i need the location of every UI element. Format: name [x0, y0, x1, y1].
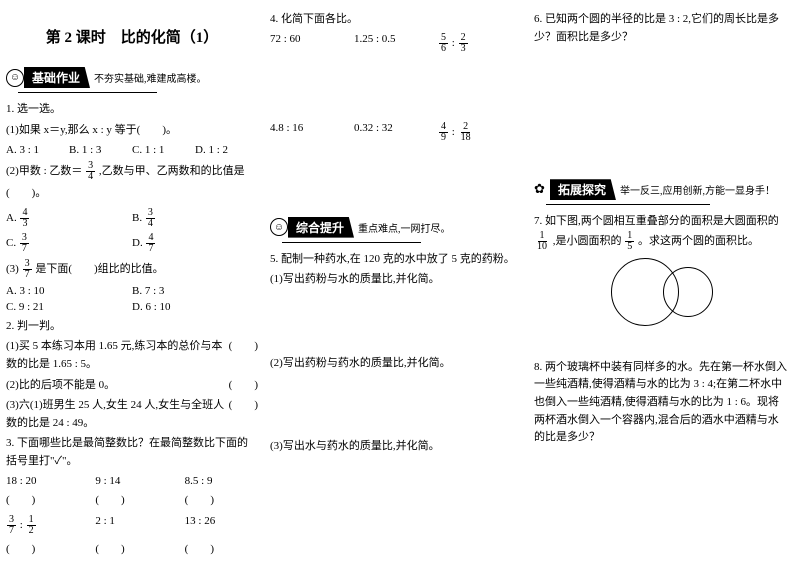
q3-row2-paren — [6, 540, 258, 556]
fraction: 15 — [625, 231, 634, 252]
q5-2: (2)写出药粉与药水的质量比,并化简。 — [270, 355, 522, 373]
q1-2: (2)甲数 : 乙数＝ 34 ,乙数与甲、乙两数和的比值是 — [6, 161, 258, 182]
column-right: 6. 已知两个圆的半径的比是 3 : 2,它们的周长比是多少？面积比是多少？ 拓… — [528, 0, 793, 567]
face-icon: ☺ — [6, 69, 24, 87]
q1-1-opts: A. 3 : 1 B. 1 : 3 C. 1 : 1 D. 1 : 2 — [6, 142, 258, 158]
q3-row2: 37 : 12 2 : 1 13 : 26 — [6, 515, 258, 536]
q1-2-paren: ( )。 — [6, 185, 258, 203]
expr: 1.25 : 0.5 — [354, 33, 438, 54]
q4-head: 4. 化简下面各比。 — [270, 11, 522, 29]
q2-2: (2)比的后项不能是 0。 — [6, 377, 258, 395]
opt: B. 7 : 3 — [132, 285, 258, 297]
opt: A. 3 : 10 — [6, 285, 132, 297]
paren — [95, 491, 168, 507]
q1-3-opts: A. 3 : 10 B. 7 : 3 C. 9 : 21 D. 6 : 10 — [6, 283, 258, 315]
paren — [6, 540, 79, 556]
opt: C. 1 : 1 — [132, 144, 195, 156]
q1-1: (1)如果 x＝y,那么 x : y 等于( )。 — [6, 122, 258, 140]
q3-row1: 18 : 20 9 : 14 8.5 : 9 — [6, 475, 258, 487]
workspace — [270, 167, 522, 207]
q2-3: (3)六(1)班男生 25 人,女生 24 人,女生与全班人数的比是 24 : … — [6, 397, 258, 432]
fraction: 34 — [86, 161, 95, 182]
column-left: 第 2 课时 比的化简（1） ☺ 基础作业 不夯实基础,难建成高楼。 1. 选一… — [0, 0, 264, 567]
section-ext-banner: 拓展探究 — [550, 179, 616, 200]
section-basic-head: ☺ 基础作业 不夯实基础,难建成高楼。 — [6, 67, 258, 88]
section-comp-banner: 综合提升 — [288, 217, 354, 238]
paren — [185, 540, 258, 556]
workspace — [270, 78, 522, 118]
opt: C. 9 : 21 — [6, 301, 132, 313]
opt: B. 34 — [132, 208, 258, 229]
q3-head: 3. 下面哪些比是最简整数比？在最简整数比下面的括号里打"✓"。 — [6, 435, 258, 470]
q5-3: (3)写出水与药水的质量比,并化简。 — [270, 438, 522, 456]
q8: 8. 两个玻璃杯中装有同样多的水。先在第一杯水倒入一些纯酒精,使得酒精与水的比为… — [534, 359, 787, 447]
section-basic-sub: 不夯实基础,难建成高楼。 — [94, 70, 207, 85]
opt: D. 1 : 2 — [195, 144, 258, 156]
text: ,乙数与甲、乙两数和的比值是 — [99, 165, 245, 177]
opt: A. 43 — [6, 208, 132, 229]
divider — [546, 204, 710, 205]
page-title: 第 2 课时 比的化简（1） — [6, 26, 258, 47]
opt: D. 47 — [132, 233, 258, 254]
paren — [229, 397, 258, 432]
flower-icon — [534, 183, 548, 197]
q7: 7. 如下图,两个圆相互重叠部分的面积是大圆面积的 110 ,是小圆面积的 15… — [534, 213, 787, 252]
paren — [229, 338, 258, 373]
text: (2)甲数 : 乙数＝ — [6, 165, 82, 177]
expr: 49 : 218 — [438, 122, 522, 143]
section-basic-banner: 基础作业 — [24, 67, 90, 88]
q1-head: 1. 选一选。 — [6, 101, 258, 119]
opt: A. 3 : 1 — [6, 144, 69, 156]
expr: 0.32 : 32 — [354, 122, 438, 143]
expr: 72 : 60 — [270, 33, 354, 54]
q2-1: (1)买 5 本练习本用 1.65 元,练习本的总价与本数的比是 1.65 : … — [6, 338, 258, 373]
q2-head: 2. 判一判。 — [6, 318, 258, 336]
q5-head: 5. 配制一种药水,在 120 克的水中放了 5 克的药粉。 — [270, 251, 522, 269]
section-ext-head: 拓展探究 举一反三,应用创新,方能一显身手！ — [534, 179, 787, 200]
column-middle: 4. 化简下面各比。 72 : 60 1.25 : 0.5 56 : 23 4.… — [264, 0, 528, 567]
fraction: 37 — [23, 259, 32, 280]
q3-row1-paren — [6, 491, 258, 507]
face-icon: ☺ — [270, 218, 288, 236]
opt: B. 1 : 3 — [69, 144, 132, 156]
small-circle-icon — [663, 267, 713, 317]
ratio: 2 : 1 — [95, 515, 168, 536]
workspace — [270, 375, 522, 435]
paren — [185, 491, 258, 507]
section-comp-sub: 重点难点,一网打尽。 — [358, 220, 451, 235]
q4-r2: 4.8 : 16 0.32 : 32 49 : 218 — [270, 122, 522, 143]
workspace — [270, 292, 522, 352]
ratio: 37 : 12 — [6, 515, 79, 536]
ratio: 9 : 14 — [95, 475, 168, 487]
q5-1: (1)写出药粉与水的质量比,并化简。 — [270, 271, 522, 289]
q6: 6. 已知两个圆的半径的比是 3 : 2,它们的周长比是多少？面积比是多少？ — [534, 11, 787, 46]
q4-r1: 72 : 60 1.25 : 0.5 56 : 23 — [270, 33, 522, 54]
paren — [6, 491, 79, 507]
ratio: 18 : 20 — [6, 475, 79, 487]
fraction: 110 — [535, 231, 549, 252]
section-ext-sub: 举一反三,应用创新,方能一显身手！ — [620, 182, 775, 197]
paren — [229, 377, 258, 395]
opt: D. 6 : 10 — [132, 301, 258, 313]
ratio: 13 : 26 — [185, 515, 258, 536]
ratio: 8.5 : 9 — [185, 475, 258, 487]
workspace — [534, 336, 787, 356]
q1-3: (3) 37 是下面( )组比的比值。 — [6, 259, 258, 280]
opt: C. 37 — [6, 233, 132, 254]
divider — [282, 242, 421, 243]
workspace — [534, 49, 787, 169]
paren — [95, 540, 168, 556]
expr: 56 : 23 — [438, 33, 522, 54]
divider — [18, 92, 157, 93]
section-comp-head: ☺ 综合提升 重点难点,一网打尽。 — [270, 217, 522, 238]
venn-diagram — [601, 258, 721, 328]
q1-2-opts: A. 43 B. 34 C. 37 D. 47 — [6, 206, 258, 256]
expr: 4.8 : 16 — [270, 122, 354, 143]
